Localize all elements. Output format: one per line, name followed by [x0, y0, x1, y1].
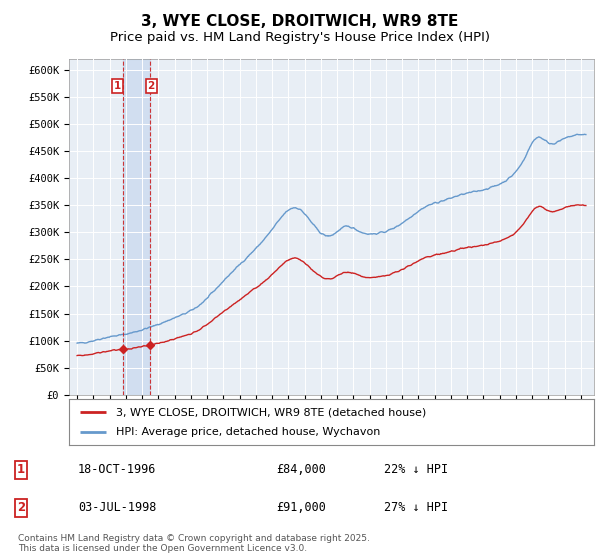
Text: HPI: Average price, detached house, Wychavon: HPI: Average price, detached house, Wych… [116, 427, 380, 437]
Text: Price paid vs. HM Land Registry's House Price Index (HPI): Price paid vs. HM Land Registry's House … [110, 31, 490, 44]
Text: 2: 2 [17, 501, 25, 515]
Bar [122, 59, 150, 395]
Text: 3, WYE CLOSE, DROITWICH, WR9 8TE (detached house): 3, WYE CLOSE, DROITWICH, WR9 8TE (detach… [116, 407, 427, 417]
Text: 2: 2 [148, 81, 155, 91]
Text: £91,000: £91,000 [276, 501, 326, 515]
Text: 1: 1 [114, 81, 121, 91]
Text: 27% ↓ HPI: 27% ↓ HPI [384, 501, 448, 515]
Text: Contains HM Land Registry data © Crown copyright and database right 2025.
This d: Contains HM Land Registry data © Crown c… [18, 534, 370, 553]
Text: £84,000: £84,000 [276, 463, 326, 477]
Text: 22% ↓ HPI: 22% ↓ HPI [384, 463, 448, 477]
Text: 18-OCT-1996: 18-OCT-1996 [78, 463, 157, 477]
Text: 1: 1 [17, 463, 25, 477]
Text: 03-JUL-1998: 03-JUL-1998 [78, 501, 157, 515]
Text: 3, WYE CLOSE, DROITWICH, WR9 8TE: 3, WYE CLOSE, DROITWICH, WR9 8TE [142, 14, 458, 29]
